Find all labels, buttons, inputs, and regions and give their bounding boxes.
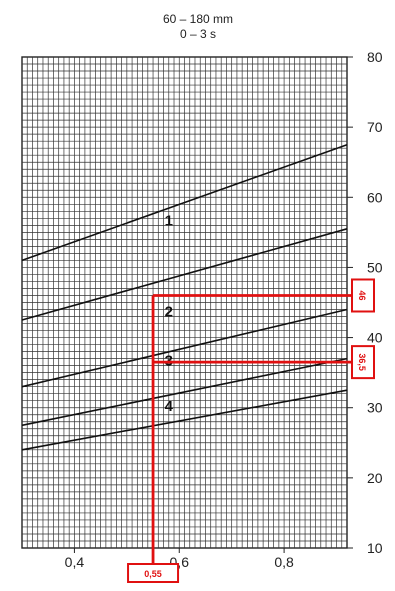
- y-tick-label: 80: [367, 49, 383, 65]
- series-label: 1: [165, 212, 173, 229]
- series-line: [21, 357, 348, 427]
- y-tick-label: 50: [367, 259, 383, 275]
- series-line: [21, 228, 348, 321]
- chart-title-line: 0 – 3 s: [180, 27, 216, 41]
- series-line: [21, 308, 348, 388]
- series-line: [21, 389, 348, 451]
- chart-series: 1234: [21, 143, 348, 451]
- value-box-label: 0,55: [144, 569, 162, 579]
- x-tick-label: 0,4: [65, 554, 85, 570]
- y-tick-label: 60: [367, 189, 383, 205]
- chart-title: 60 – 180 mm 0 – 3 s: [163, 12, 233, 41]
- y-tick-label: 40: [367, 330, 383, 346]
- chart-grid: [21, 56, 348, 549]
- value-box: [127, 563, 180, 583]
- series-label: 4: [165, 398, 174, 415]
- y-tick-label: 70: [367, 119, 383, 135]
- value-box-label: 36,5: [357, 353, 367, 371]
- chart-annotations: 46 36,5 0,55: [127, 278, 375, 583]
- value-box: [351, 345, 375, 380]
- chart-title-line: 60 – 180 mm: [163, 12, 233, 26]
- x-tick-label: 0,8: [274, 554, 294, 570]
- series-label: 2: [165, 304, 173, 321]
- value-box: [351, 278, 375, 313]
- y-tick-label: 30: [367, 400, 383, 416]
- y-tick-label: 20: [367, 470, 383, 486]
- series-line: [21, 143, 348, 262]
- y-tick-label: 10: [367, 540, 383, 556]
- value-box-label: 46: [357, 290, 367, 300]
